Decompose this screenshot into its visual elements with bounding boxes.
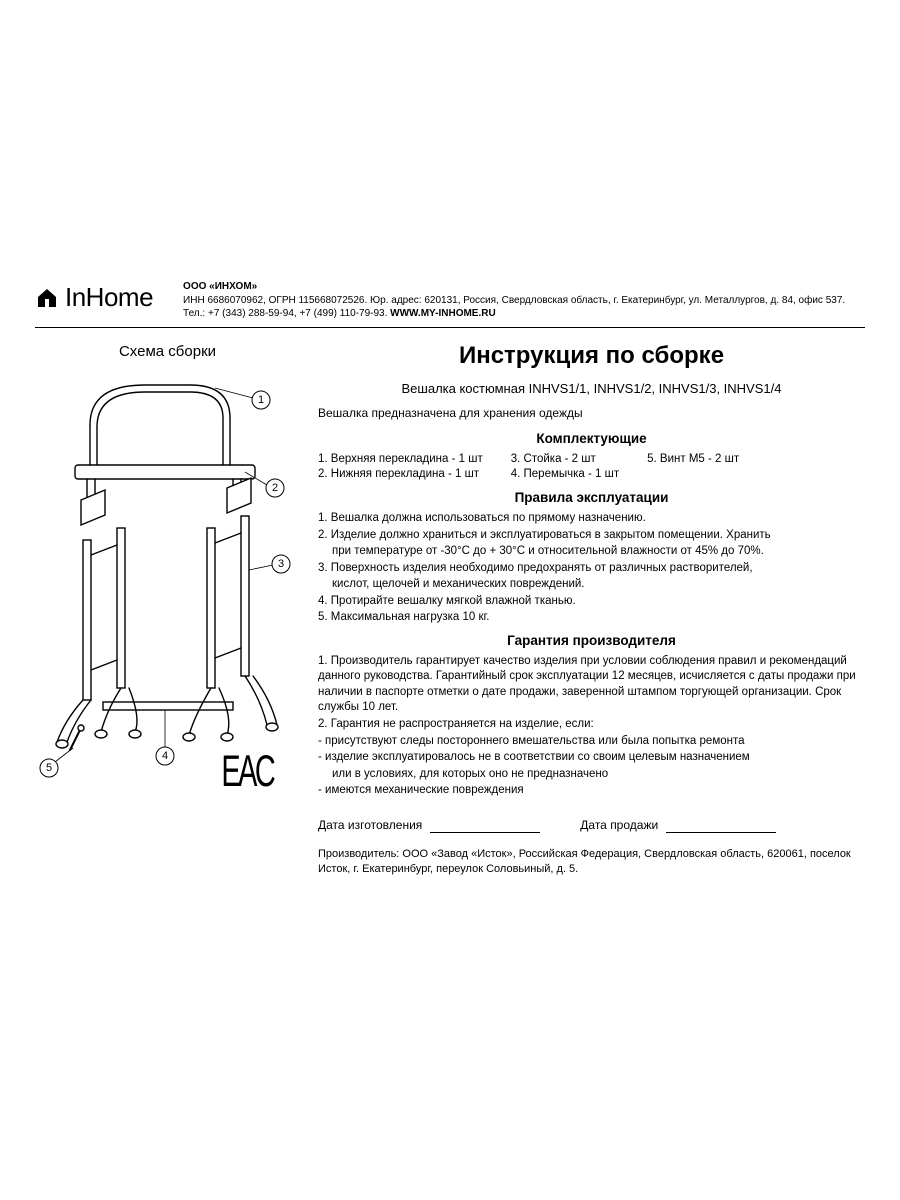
manufacturer: Производитель: ООО «Завод «Исток», Росси… bbox=[318, 847, 865, 877]
warranty-2b2: или в условиях, для которых оно не предн… bbox=[318, 767, 865, 783]
rule-3: 3. Поверхность изделия необходимо предох… bbox=[318, 561, 865, 577]
scheme-title: Схема сборки bbox=[35, 342, 300, 362]
purpose: Вешалка предназначена для хранения одежд… bbox=[318, 405, 865, 421]
warranty-2a: - присутствуют следы постороннего вмешат… bbox=[318, 734, 865, 750]
warranty-1: 1. Производитель гарантирует качество из… bbox=[318, 654, 865, 716]
sale-label: Дата продажи bbox=[580, 817, 658, 833]
home-icon bbox=[35, 286, 59, 310]
components-list: 1. Верхняя перекладина - 1 шт 2. Нижняя … bbox=[318, 452, 865, 483]
diagram-column: Схема сборки bbox=[35, 338, 300, 877]
component-5: 5. Винт М5 - 2 шт bbox=[647, 452, 739, 468]
rule-2b: при температуре от -30°С до + 30°С и отн… bbox=[318, 544, 865, 560]
component-4: 4. Перемычка - 1 шт bbox=[511, 467, 619, 483]
logo-text: InHome bbox=[65, 280, 153, 315]
svg-text:5: 5 bbox=[46, 762, 52, 774]
header: InHome ООО «ИНХОМ» ИНН 6686070962, ОГРН … bbox=[35, 280, 865, 328]
rule-1: 1. Вешалка должна использоваться по прям… bbox=[318, 511, 865, 527]
section-components: Комплектующие bbox=[318, 430, 865, 448]
manufacture-label: Дата изготовления bbox=[318, 817, 422, 833]
sale-date: Дата продажи bbox=[580, 817, 776, 833]
section-rules: Правила эксплуатации bbox=[318, 489, 865, 507]
eac-mark: EAC bbox=[221, 743, 293, 803]
warranty-text: 1. Производитель гарантирует качество из… bbox=[318, 654, 865, 799]
section-warranty: Гарантия производителя bbox=[318, 632, 865, 650]
text-column: Инструкция по сборке Вешалка костюмная I… bbox=[318, 338, 865, 877]
date-row: Дата изготовления Дата продажи bbox=[318, 817, 865, 833]
company-info: ООО «ИНХОМ» ИНН 6686070962, ОГРН 1156680… bbox=[183, 280, 865, 321]
warranty-2b: - изделие эксплуатировалось не в соответ… bbox=[318, 750, 865, 766]
component-3: 3. Стойка - 2 шт bbox=[511, 452, 619, 468]
component-2: 2. Нижняя перекладина - 1 шт bbox=[318, 467, 483, 483]
svg-text:1: 1 bbox=[258, 394, 264, 406]
warranty-2c: - имеются механические повреждения bbox=[318, 783, 865, 799]
company-details: ИНН 6686070962, ОГРН 115668072526. Юр. а… bbox=[183, 295, 845, 320]
rule-4: 4. Протирайте вешалку мягкой влажной тка… bbox=[318, 594, 865, 610]
rule-2: 2. Изделие должно храниться и эксплуатир… bbox=[318, 528, 865, 544]
warranty-2: 2. Гарантия не распространяется на издел… bbox=[318, 717, 865, 733]
assembly-diagram: 1 2 3 4 5 bbox=[35, 370, 300, 780]
company-site: WWW.MY-INHOME.RU bbox=[390, 308, 496, 319]
company-name: ООО «ИНХОМ» bbox=[183, 280, 865, 294]
svg-text:4: 4 bbox=[162, 750, 168, 762]
subtitle: Вешалка костюмная INHVS1/1, INHVS1/2, IN… bbox=[318, 380, 865, 398]
svg-text:2: 2 bbox=[272, 482, 278, 494]
rule-3b: кислот, щелочей и механических поврежден… bbox=[318, 577, 865, 593]
sale-line bbox=[666, 821, 776, 833]
logo: InHome bbox=[35, 280, 153, 315]
manufacture-date: Дата изготовления bbox=[318, 817, 540, 833]
main-title: Инструкция по сборке bbox=[318, 340, 865, 372]
manufacture-line bbox=[430, 821, 540, 833]
rules-list: 1. Вешалка должна использоваться по прям… bbox=[318, 511, 865, 626]
rule-5: 5. Максимальная нагрузка 10 кг. bbox=[318, 610, 865, 626]
component-1: 1. Верхняя перекладина - 1 шт bbox=[318, 452, 483, 468]
svg-text:3: 3 bbox=[278, 558, 284, 570]
